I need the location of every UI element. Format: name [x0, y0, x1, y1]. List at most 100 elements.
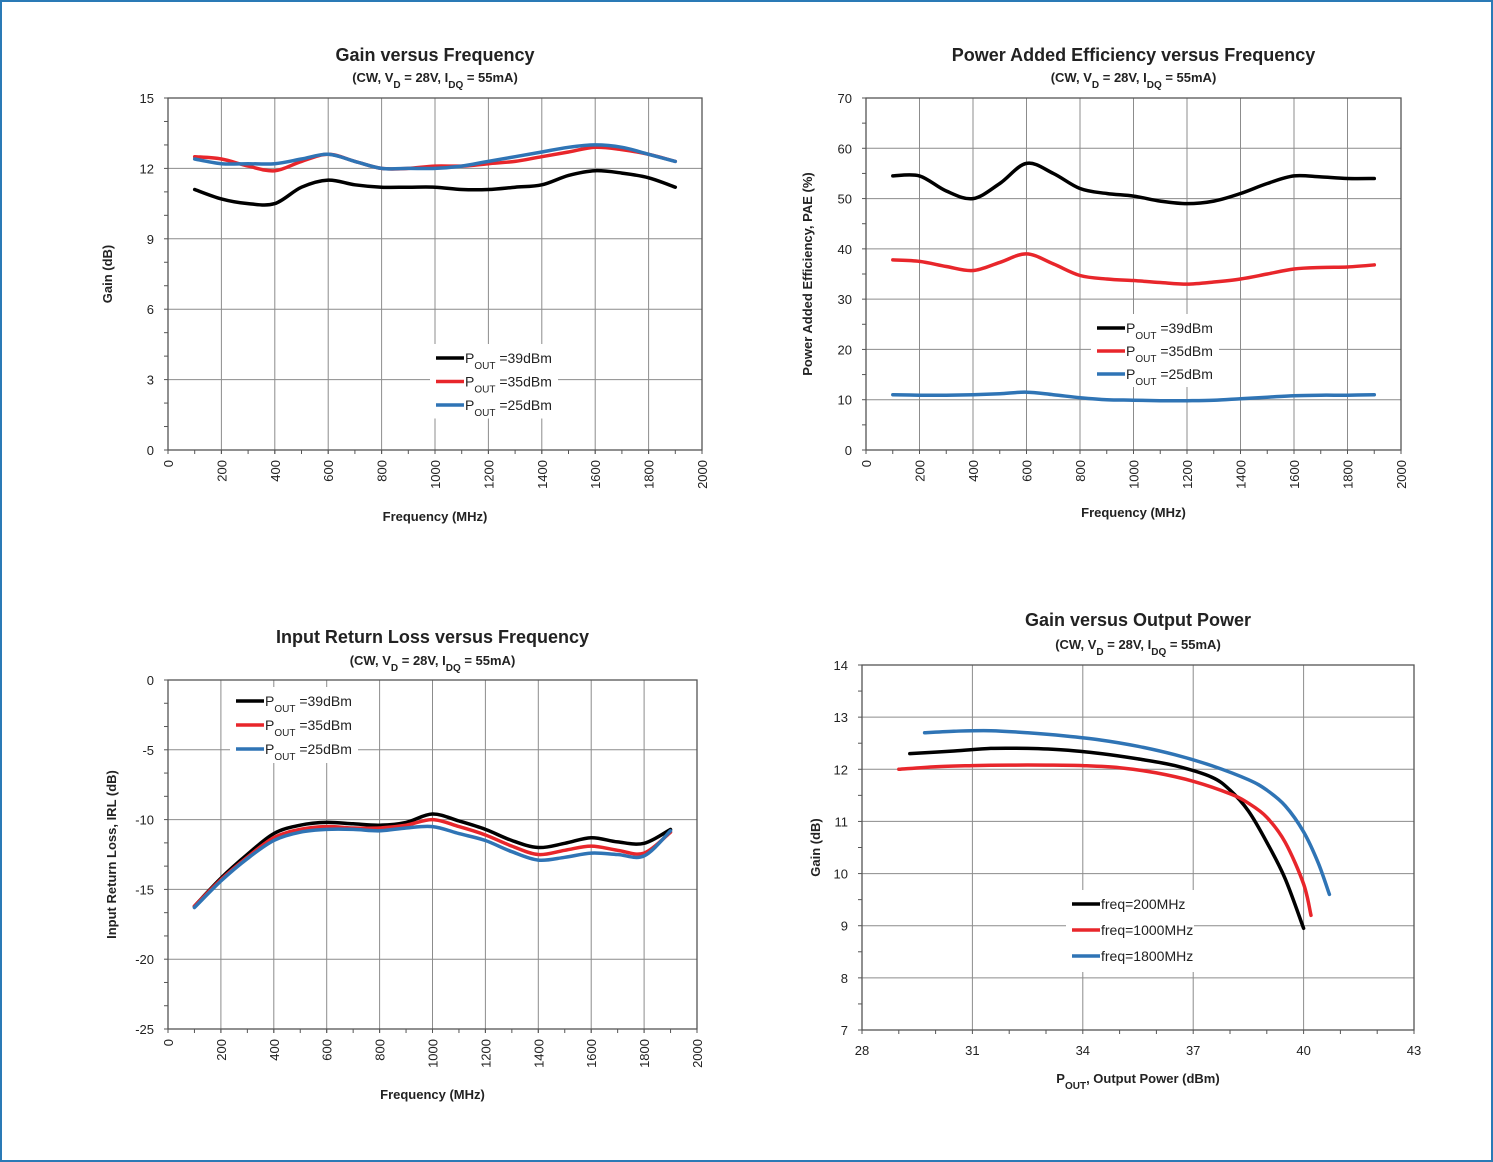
x-tick-label: 400	[267, 1039, 282, 1061]
legend-label: POUT =39dBm	[1126, 320, 1213, 342]
x-tick-label: 600	[320, 1039, 335, 1061]
y-tick-label: -10	[135, 813, 154, 828]
x-tick-label: 2000	[690, 1039, 705, 1068]
x-tick-label: 1200	[481, 460, 496, 489]
x-tick-label: 1200	[1180, 460, 1195, 489]
y-tick-label: 11	[835, 814, 849, 829]
y-axis-label: Power Added Efficiency, PAE (%)	[800, 172, 815, 375]
y-tick-label: 13	[834, 710, 848, 725]
x-tick-label: 400	[268, 460, 283, 482]
legend-label: POUT =35dBm	[265, 717, 352, 739]
y-tick-label: 30	[838, 292, 852, 307]
y-tick-label: 0	[845, 443, 852, 458]
x-tick-label: 800	[375, 460, 390, 482]
chart-subtitle: (CW, VD = 28V, IDQ = 55mA)	[352, 70, 518, 91]
y-tick-label: 60	[838, 141, 852, 156]
series-line-3	[192, 143, 678, 171]
x-tick-label: 31	[965, 1043, 979, 1058]
x-tick-label: 400	[966, 460, 981, 482]
y-tick-label: 6	[147, 302, 154, 317]
x-tick-label: 1800	[1341, 460, 1356, 489]
chart-title: Power Added Efficiency versus Frequency	[952, 45, 1315, 65]
y-tick-label: 12	[834, 762, 848, 777]
x-tick-label: 34	[1076, 1043, 1090, 1058]
y-tick-label: -25	[135, 1022, 154, 1037]
y-tick-label: 14	[834, 658, 848, 673]
legend-label: POUT =25dBm	[465, 397, 552, 419]
y-axis-label: Gain (dB)	[808, 818, 823, 877]
x-tick-label: 28	[855, 1043, 869, 1058]
x-tick-label: 1000	[428, 460, 443, 489]
plot-area	[861, 664, 1415, 1031]
x-tick-label: 200	[214, 460, 229, 482]
chart-1: Gain versus Frequency (CW, VD = 28V, IDQ …	[100, 45, 710, 524]
series-line-2	[192, 145, 678, 173]
chart-title: Input Return Loss versus Frequency	[276, 627, 589, 647]
y-tick-label: 70	[838, 91, 852, 106]
x-tick-label: 0	[161, 1039, 176, 1046]
series-line-2	[897, 763, 1313, 918]
x-tick-label: 600	[1020, 460, 1035, 482]
legend-label: freq=1000MHz	[1101, 922, 1193, 938]
x-tick-label: 2000	[695, 460, 710, 489]
x-tick-label: 40	[1296, 1043, 1310, 1058]
x-tick-label: 200	[913, 460, 928, 482]
x-tick-label: 0	[161, 460, 176, 467]
series-line-1	[908, 746, 1306, 931]
y-axis-label: Input Return Loss, IRL (dB)	[104, 770, 119, 939]
x-tick-label: 1000	[1127, 460, 1142, 489]
chart-4: Gain versus Output Power (CW, VD = 28V, I…	[808, 610, 1421, 1092]
series-line-1	[192, 812, 673, 908]
y-axis-label: Gain (dB)	[100, 245, 115, 304]
y-tick-label: -5	[142, 743, 154, 758]
legend-label: POUT =35dBm	[1126, 343, 1213, 365]
x-tick-label: 43	[1407, 1043, 1421, 1058]
x-axis-label: Frequency (MHz)	[383, 509, 488, 524]
x-tick-label: 1200	[478, 1039, 493, 1068]
x-tick-label: 1400	[535, 460, 550, 489]
legend: freq=200MHz freq=1000MHz freq=1800MHz	[1066, 890, 1194, 972]
y-tick-label: 40	[838, 242, 852, 257]
y-tick-label: 8	[841, 971, 848, 986]
chart-2: Power Added Efficiency versus Frequency (…	[800, 45, 1409, 520]
y-tick-label: 10	[838, 393, 852, 408]
chart-subtitle: (CW, VD = 28V, IDQ = 55mA)	[1051, 70, 1217, 91]
y-tick-label: 3	[147, 373, 154, 388]
x-axis-label: Frequency (MHz)	[1081, 505, 1186, 520]
legend-label: POUT =35dBm	[465, 374, 552, 396]
legend-label: POUT =39dBm	[265, 693, 352, 715]
y-tick-label: 7	[841, 1023, 848, 1038]
chart-title: Gain versus Frequency	[335, 45, 534, 65]
x-tick-label: 600	[321, 460, 336, 482]
x-tick-label: 1800	[637, 1039, 652, 1068]
series-line-1	[192, 168, 678, 207]
chart-title: Gain versus Output Power	[1025, 610, 1251, 630]
x-tick-label: 1400	[531, 1039, 546, 1068]
x-tick-label: 1600	[1287, 460, 1302, 489]
x-axis-label: POUT, Output Power (dBm)	[1056, 1071, 1219, 1092]
x-tick-label: 1600	[588, 460, 603, 489]
x-tick-label: 37	[1186, 1043, 1200, 1058]
y-tick-label: 12	[140, 161, 154, 176]
y-tick-label: 9	[841, 919, 848, 934]
chart-3: Input Return Loss versus Frequency (CW, V…	[104, 627, 705, 1102]
x-tick-label: 1600	[584, 1039, 599, 1068]
chart-subtitle: (CW, VD = 28V, IDQ = 55mA)	[350, 653, 516, 674]
y-tick-label: 9	[147, 232, 154, 247]
legend-label: freq=1800MHz	[1101, 948, 1193, 964]
y-tick-label: 0	[147, 673, 154, 688]
series-line-3	[192, 824, 673, 910]
x-tick-label: 800	[373, 1039, 388, 1061]
y-tick-label: -20	[135, 952, 154, 967]
legend-label: POUT =39dBm	[465, 350, 552, 372]
legend-label: POUT =25dBm	[265, 741, 352, 763]
series-line-2	[891, 252, 1377, 286]
series-line-1	[891, 161, 1377, 206]
x-tick-label: 1400	[1234, 460, 1249, 489]
x-tick-label: 2000	[1394, 460, 1409, 489]
chart-subtitle: (CW, VD = 28V, IDQ = 55mA)	[1055, 637, 1221, 658]
